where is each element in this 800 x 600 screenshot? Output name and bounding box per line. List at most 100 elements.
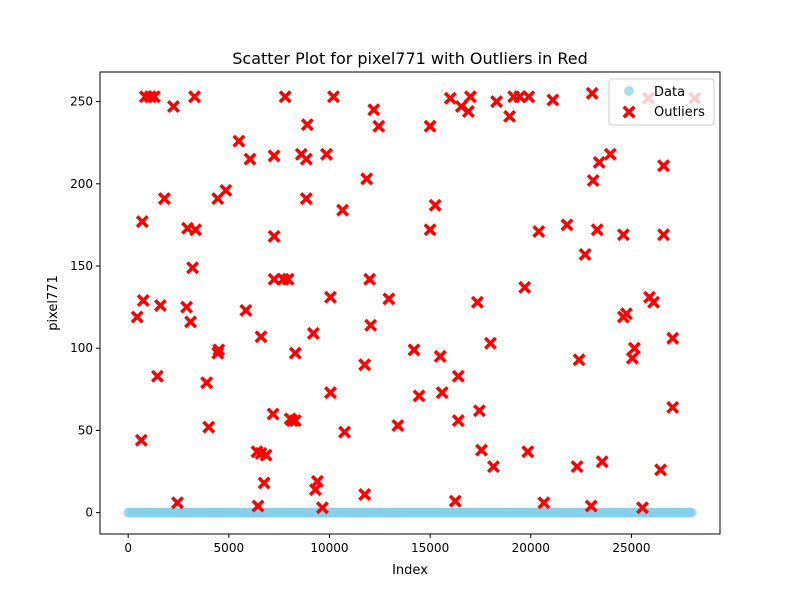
outlier-point bbox=[320, 147, 333, 161]
outlier-point bbox=[382, 292, 396, 306]
outlier-point bbox=[578, 248, 592, 261]
y-tick-label: 100 bbox=[70, 341, 93, 355]
outlier-point bbox=[267, 272, 281, 286]
outlier-point bbox=[625, 351, 639, 365]
legend-data-label: Data bbox=[654, 85, 685, 100]
y-tick-label: 0 bbox=[85, 506, 93, 520]
x-tick-label: 25000 bbox=[612, 541, 650, 555]
outlier-point bbox=[487, 460, 500, 474]
outlier-point bbox=[657, 159, 671, 173]
outlier-point bbox=[513, 90, 527, 104]
data-point bbox=[686, 507, 697, 518]
outlier-point bbox=[472, 404, 486, 418]
outlier-point bbox=[585, 86, 599, 100]
outlier-point bbox=[560, 218, 574, 232]
outlier-point bbox=[490, 95, 504, 109]
outlier-point bbox=[251, 499, 265, 513]
legend-outliers-label: Outliers bbox=[654, 105, 705, 120]
outlier-point bbox=[521, 445, 535, 459]
outlier-point bbox=[202, 420, 216, 434]
outlier-point bbox=[451, 414, 465, 428]
outlier-point bbox=[448, 494, 462, 508]
outlier-point bbox=[367, 103, 381, 117]
outlier-point bbox=[219, 183, 233, 197]
outlier-point bbox=[306, 326, 320, 340]
outlier-point bbox=[595, 455, 609, 469]
outlier-point bbox=[518, 280, 532, 294]
outlier-point bbox=[184, 315, 198, 329]
outlier-point bbox=[310, 474, 324, 488]
outlier-point bbox=[619, 307, 633, 321]
outlier-point bbox=[603, 147, 617, 161]
outlier-point bbox=[324, 290, 337, 304]
legend: Data Outliers bbox=[608, 78, 715, 126]
outlier-point bbox=[484, 336, 497, 350]
x-tick-label: 10000 bbox=[310, 541, 348, 555]
outlier-point bbox=[267, 229, 281, 243]
outlier-point bbox=[443, 91, 457, 105]
outlier-point bbox=[212, 343, 226, 357]
x-tick-label: 20000 bbox=[512, 541, 550, 555]
outlier-point bbox=[570, 460, 584, 474]
outlier-point bbox=[189, 223, 203, 237]
outlier-point bbox=[647, 295, 661, 309]
outlier-point bbox=[180, 300, 194, 314]
outlier-point bbox=[360, 172, 374, 186]
outlier-point bbox=[153, 299, 167, 312]
y-tick-label: 150 bbox=[70, 259, 93, 273]
y-axis-label: pixel771 bbox=[46, 275, 61, 331]
x-tick-label: 5000 bbox=[214, 541, 245, 555]
chart-title: Scatter Plot for pixel771 with Outliers … bbox=[232, 49, 587, 68]
outlier-point bbox=[259, 448, 273, 462]
outlier-point bbox=[239, 303, 253, 317]
outlier-point bbox=[537, 496, 551, 510]
outlier-point bbox=[572, 353, 586, 367]
outlier-point bbox=[627, 341, 641, 355]
outlier-point bbox=[412, 389, 426, 403]
outlier-point bbox=[423, 223, 437, 237]
outlier-point bbox=[324, 386, 337, 400]
outlier-point bbox=[532, 225, 546, 238]
x-axis-ticks: 0 5000 10000 15000 20000 25000 bbox=[124, 534, 651, 555]
outlier-point bbox=[503, 109, 517, 123]
legend-outliers-marker bbox=[622, 105, 636, 119]
outlier-point bbox=[186, 261, 200, 275]
outlier-point bbox=[546, 93, 560, 107]
outlier-point bbox=[136, 294, 150, 307]
outlier-point bbox=[254, 330, 268, 344]
y-tick-label: 250 bbox=[70, 95, 93, 109]
outlier-point bbox=[130, 310, 144, 324]
outlier-point bbox=[592, 155, 606, 169]
x-tick-label: 0 bbox=[124, 541, 132, 555]
outlier-point bbox=[327, 90, 340, 104]
y-tick-label: 200 bbox=[70, 177, 93, 191]
outlier-point bbox=[463, 90, 477, 104]
outlier-point bbox=[171, 496, 184, 510]
outlier-point bbox=[461, 105, 475, 118]
outlier-point bbox=[407, 343, 421, 357]
outlier-point bbox=[336, 203, 350, 217]
outlier-point bbox=[428, 198, 442, 212]
data-points-layer bbox=[123, 507, 697, 518]
legend-data-marker bbox=[624, 86, 634, 96]
outlier-point bbox=[666, 331, 680, 345]
outlier-point bbox=[372, 119, 386, 133]
outlier-point bbox=[451, 369, 465, 383]
outlier-point bbox=[654, 463, 668, 477]
outlier-point bbox=[423, 119, 437, 133]
outlier-point bbox=[358, 358, 372, 372]
x-axis-label: Index bbox=[392, 563, 428, 578]
outlier-point bbox=[358, 488, 372, 501]
outlier-point bbox=[433, 349, 447, 363]
outlier-point bbox=[135, 215, 149, 229]
outlier-point bbox=[475, 443, 488, 457]
outlier-point bbox=[188, 90, 202, 104]
outlier-point bbox=[281, 272, 295, 286]
outlier-point bbox=[200, 376, 214, 390]
outlier-point bbox=[666, 400, 680, 414]
outlier-point bbox=[299, 192, 313, 206]
outlier-point bbox=[243, 152, 257, 166]
outlier-point bbox=[391, 419, 405, 432]
outlier-point bbox=[278, 90, 292, 104]
outlier-point bbox=[435, 386, 449, 400]
